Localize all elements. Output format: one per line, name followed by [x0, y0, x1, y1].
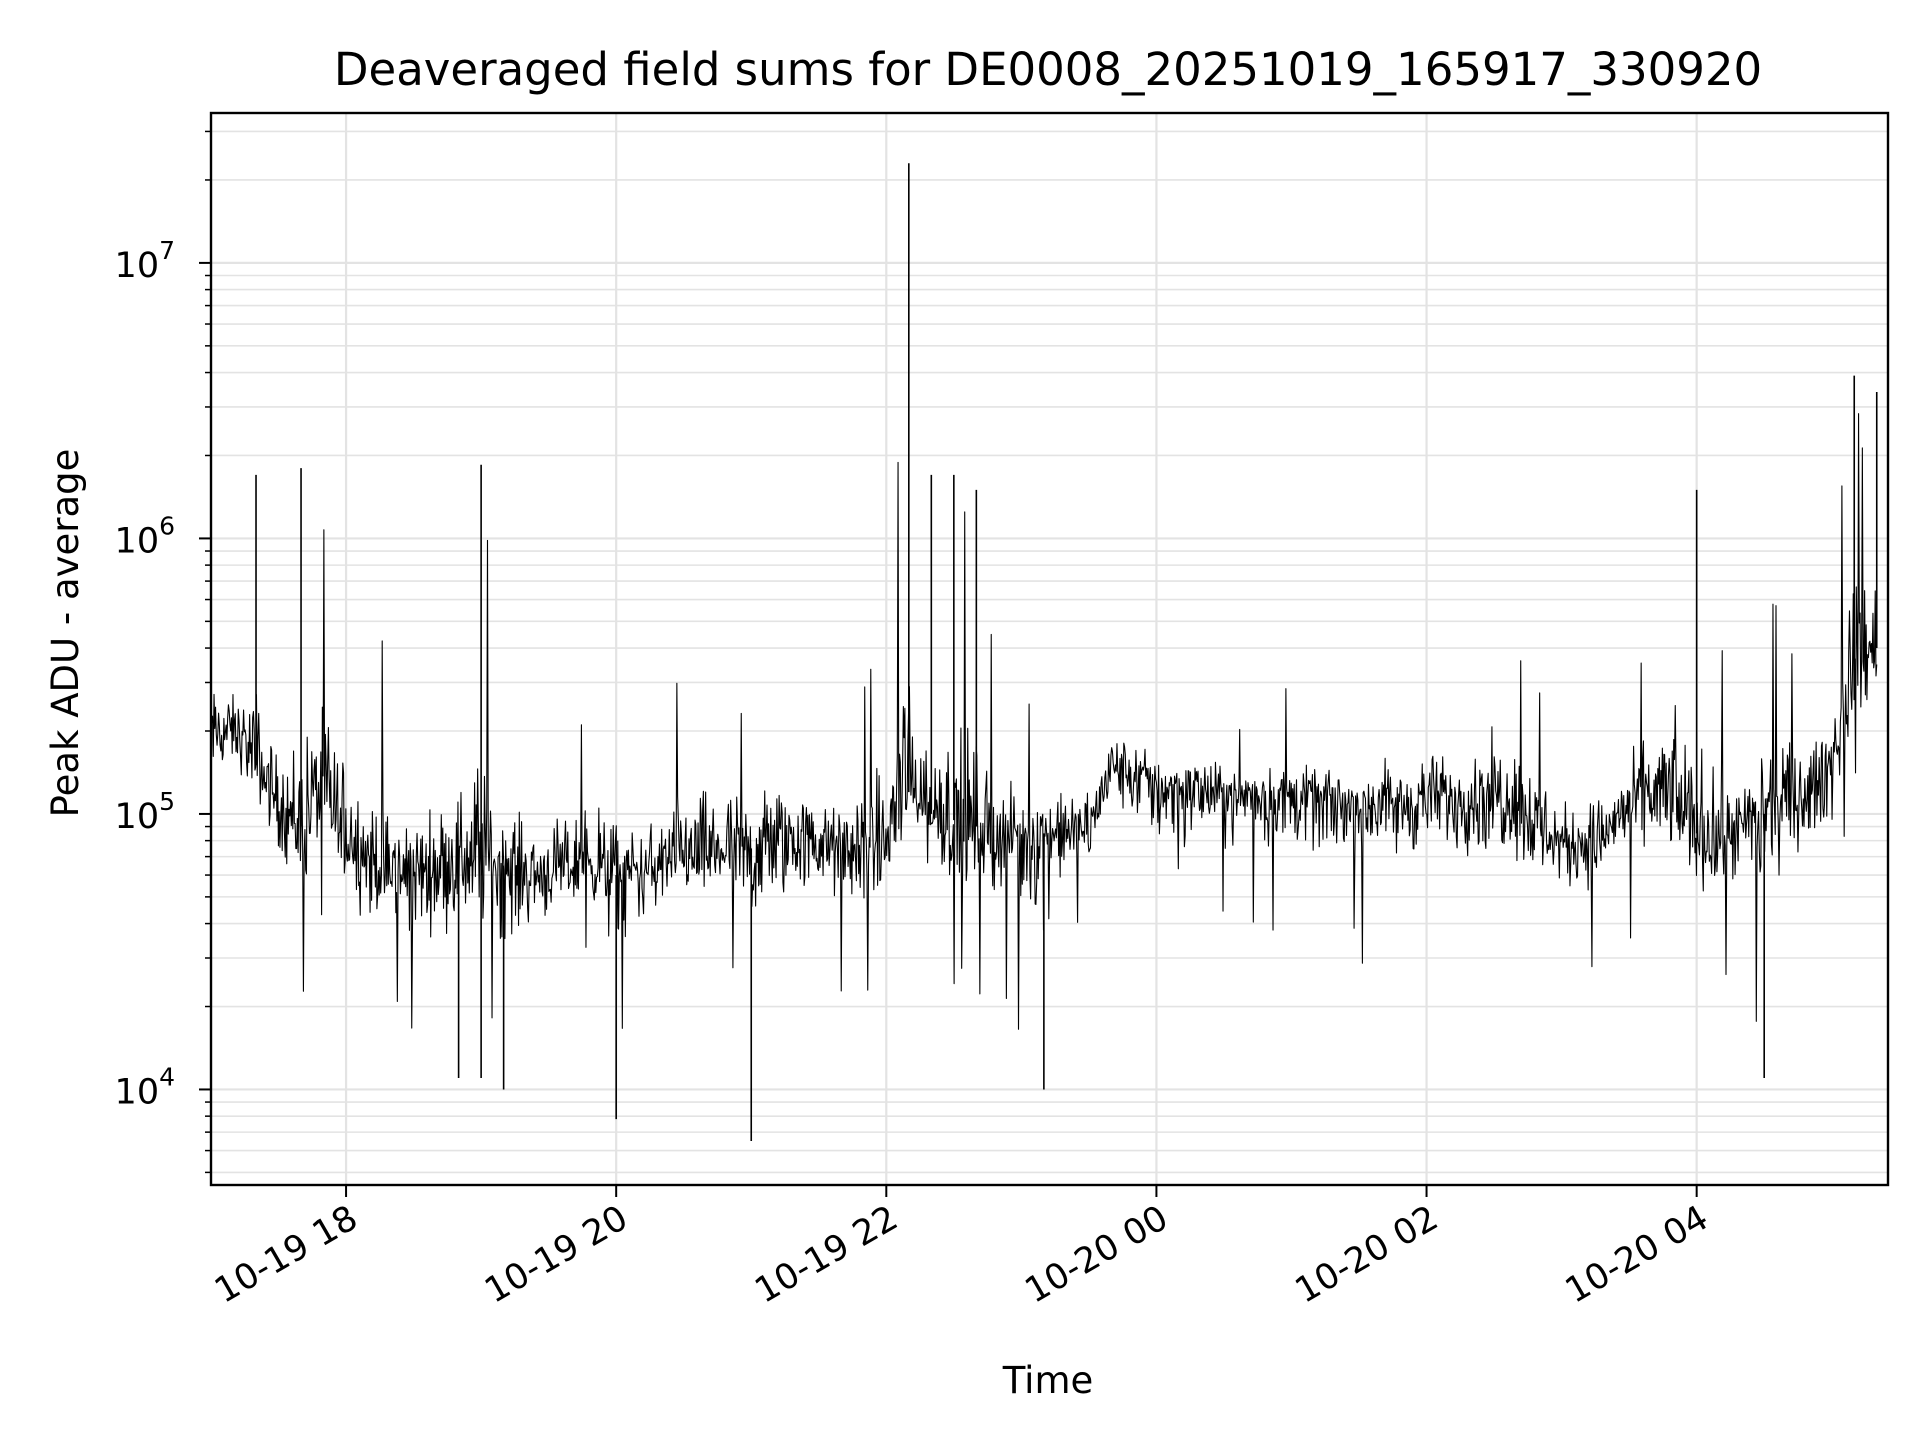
y-axis-label: Peak ADU - average: [44, 449, 87, 818]
y-tick-label: 107: [115, 236, 175, 286]
y-tick-label: 106: [115, 511, 175, 561]
x-axis-label: Time: [1002, 1359, 1094, 1402]
y-tick-label: 104: [115, 1062, 175, 1112]
y-tick-label: 105: [115, 787, 175, 837]
axes: [199, 111, 1890, 1197]
axes-frame: [209, 111, 1890, 1187]
plot-area: [210, 163, 1878, 1141]
series-line: [210, 413, 1878, 1030]
chart-title: Deaveraged field sums for DE0008_2025101…: [334, 43, 1762, 96]
